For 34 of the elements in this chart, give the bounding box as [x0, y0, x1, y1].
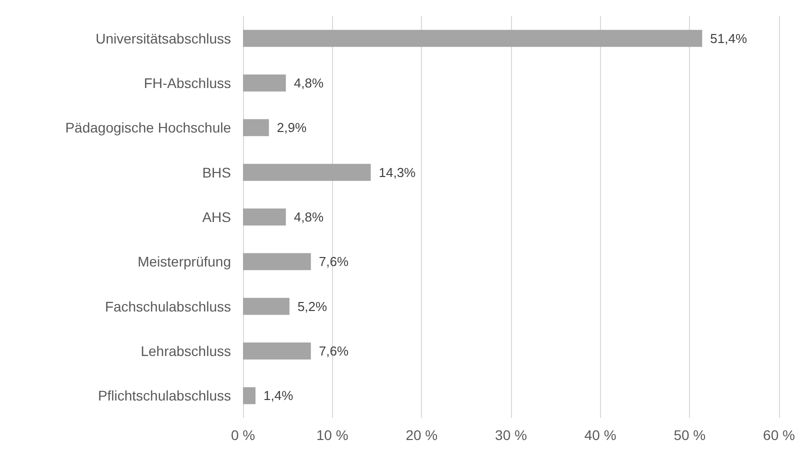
data-label: 51,4%	[710, 30, 748, 46]
bar	[243, 208, 286, 226]
bar	[243, 164, 371, 181]
y-tick-label: Universitätsabschluss	[96, 30, 231, 46]
data-label: 7,6%	[318, 344, 349, 358]
y-tick-label: FH-Abschluss	[144, 75, 231, 91]
x-tick-label: 10 %	[316, 427, 348, 443]
bar	[243, 119, 269, 136]
bar	[243, 30, 702, 47]
x-tick-label: 20 %	[406, 427, 438, 443]
y-tick-label: Pädagogische Hochschule	[65, 120, 232, 136]
data-label: 4,8%	[294, 210, 324, 224]
x-tick-label: 50 %	[674, 427, 706, 443]
data-label: 7,6%	[318, 254, 349, 270]
y-tick-label: Pflichtschulabschluss	[98, 388, 231, 404]
bar	[243, 342, 311, 360]
bar	[243, 74, 286, 92]
bar	[243, 253, 311, 270]
x-tick-label: 30 %	[495, 427, 527, 443]
bar	[243, 298, 290, 315]
data-label: 1,4%	[264, 388, 294, 404]
x-tick-label: 60 %	[763, 427, 795, 443]
bar	[243, 387, 256, 404]
data-label: 5,2%	[297, 298, 328, 314]
data-label: 14,3%	[378, 164, 416, 180]
y-tick-label: AHS	[202, 209, 231, 225]
y-tick-label: BHS	[202, 164, 231, 180]
y-tick-label: Fachschulabschluss	[104, 298, 231, 314]
x-tick-label: 40 %	[584, 427, 616, 443]
data-label: 4,8%	[294, 76, 324, 90]
data-label: 2,9%	[276, 120, 307, 136]
y-tick-label: Meisterprüfung	[138, 254, 231, 270]
y-tick-label: Lehrabschluss	[140, 343, 231, 359]
x-tick-label: 0 %	[230, 427, 256, 443]
